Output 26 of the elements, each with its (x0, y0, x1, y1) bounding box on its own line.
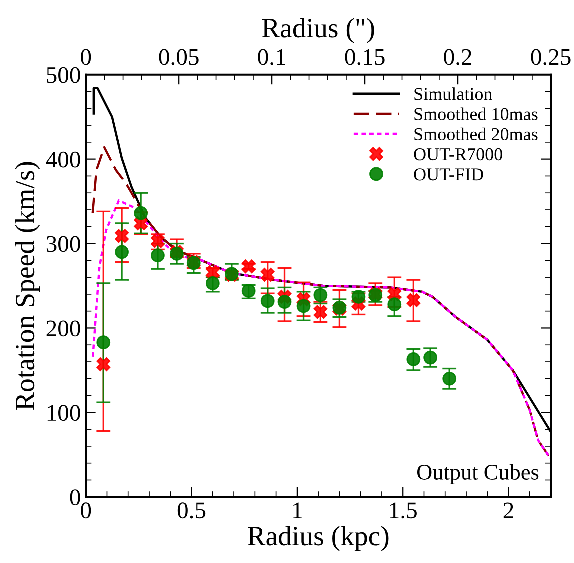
y-axis-title: Rotation Speed (km/s) (15, 162, 40, 410)
x-tick-label: 0 (81, 502, 92, 519)
y-tick-label: 100 (48, 405, 80, 422)
y-tick-label: 300 (46, 236, 80, 252)
y-tick-label: 0 (70, 490, 80, 506)
x2-tick-label: 0.1 (258, 49, 286, 66)
y-tick-label: 500 (47, 67, 80, 84)
x-tick-label: 0.5 (178, 502, 206, 519)
legend-label: Smoothed 20mas (414, 128, 538, 141)
y-tick-label: 400 (46, 152, 80, 168)
x2-tick-label: 0.2 (444, 49, 472, 66)
x2-tick-label: 0 (81, 49, 92, 66)
legend-label: Smoothed 10mas (414, 108, 538, 120)
x2-tick-label: 0.15 (345, 49, 385, 66)
y-tick-label: 200 (46, 320, 80, 337)
x-axis-title: Radius (kpc) (248, 526, 389, 552)
annotation: Output Cubes (417, 464, 539, 484)
x-tick-label: 2 (504, 502, 514, 518)
x2-axis-title: Radius (") (262, 18, 374, 44)
x-tick-label: 1.5 (390, 502, 417, 519)
x2-tick-label: 0.05 (159, 49, 199, 66)
x-tick-label: 1 (294, 502, 302, 518)
legend-label: OUT-FID (414, 168, 484, 181)
legend-label: Simulation (414, 88, 492, 100)
x2-tick-label: 0.25 (531, 49, 571, 66)
legend-label: OUT-R7000 (414, 148, 502, 161)
